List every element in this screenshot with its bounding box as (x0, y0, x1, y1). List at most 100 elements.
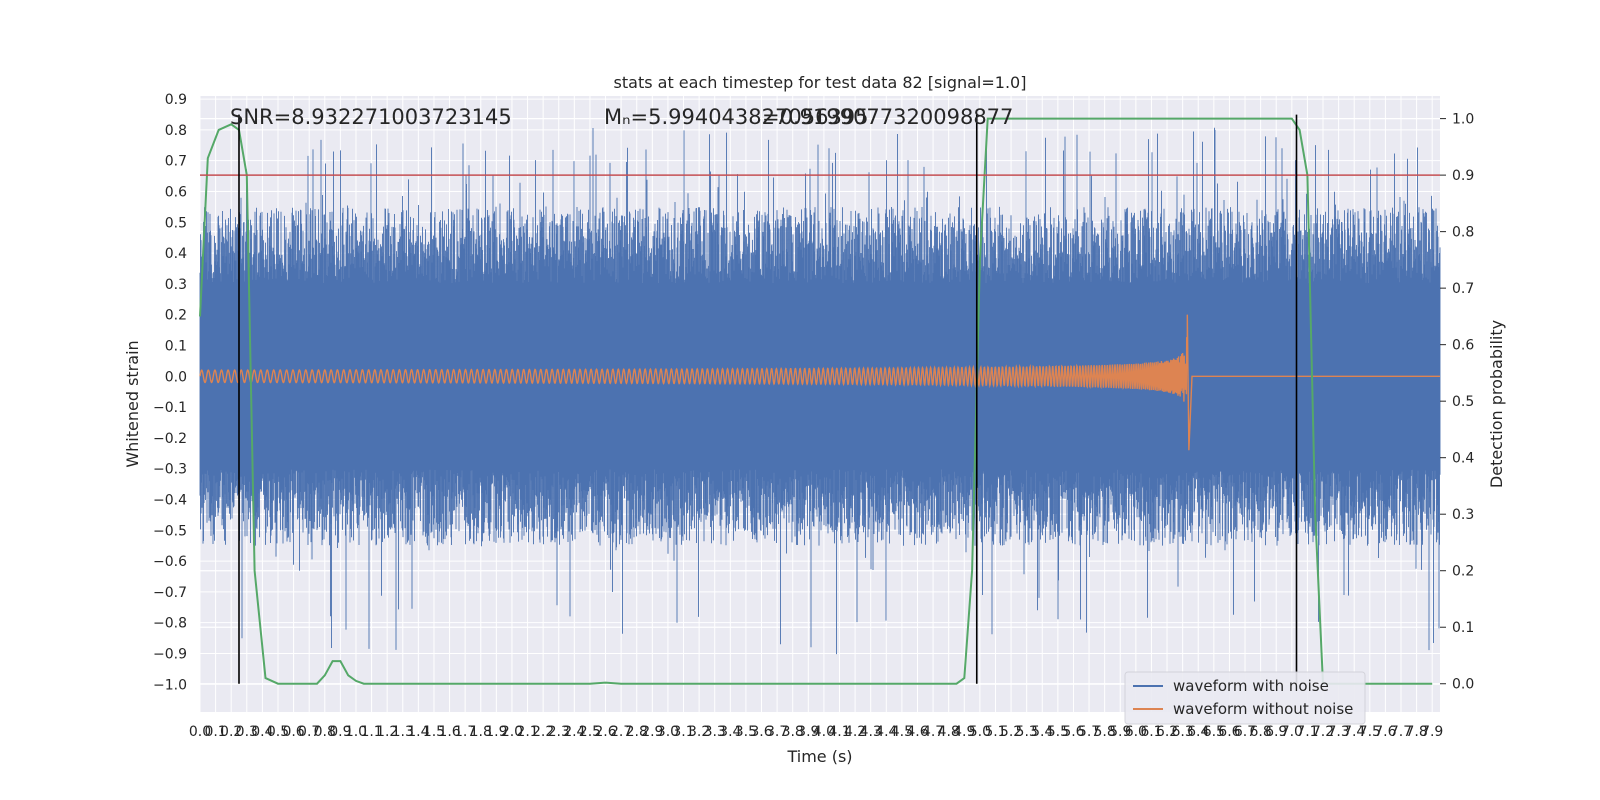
x-tick-label: 2.0 (501, 724, 523, 740)
x-tick-label: 5.0 (969, 724, 991, 740)
x-tick-label: 4.0 (813, 724, 835, 740)
chirp-mass-annotation: Mₙ=5.994043827056395 (604, 105, 869, 129)
x-tick-label: 7.7 (1390, 724, 1412, 740)
x-tick-label: 5.2 (1000, 724, 1022, 740)
x-tick-label: 2.4 (563, 724, 585, 740)
x-tick-label: 2.1 (516, 724, 538, 740)
clean-waveform (199, 314, 1440, 451)
x-tick-label: 6.5 (1203, 724, 1225, 740)
x-tick-label: 6.6 (1218, 724, 1240, 740)
x-tick-label: 7.6 (1374, 724, 1396, 740)
x-tick-label: 4.2 (844, 724, 866, 740)
y-tick-label: 0.4 (165, 246, 187, 262)
y-tick-label: 0.0 (165, 369, 187, 385)
x-tick-label: 5.6 (1062, 724, 1084, 740)
y2-tick-label: 0.0 (1452, 677, 1474, 693)
x-tick-label: 6.9 (1265, 724, 1287, 740)
x-tick-label: 2.5 (579, 724, 601, 740)
y2-tick-label: 0.1 (1452, 620, 1474, 636)
y-tick-label: −0.9 (153, 646, 187, 662)
y-tick-label: −0.7 (153, 585, 187, 601)
detection-probability (199, 117, 1433, 685)
x-tick-label: 6.7 (1234, 724, 1256, 740)
x-tick-label: 0.9 (329, 724, 351, 740)
y-tick-label: 0.1 (165, 338, 187, 354)
x-tick-label: 6.3 (1172, 724, 1194, 740)
x-tick-label: 3.3 (704, 724, 726, 740)
y-tick-label: −0.1 (153, 400, 187, 416)
x-tick-label: 1.2 (376, 724, 398, 740)
y2-tick-label: 0.8 (1452, 225, 1474, 241)
y2-tick-label: 0.4 (1452, 451, 1474, 467)
x-tick-label: 3.5 (735, 724, 757, 740)
legend-label-noise: waveform with noise (1173, 677, 1329, 695)
x-tick-label: 1.5 (423, 724, 445, 740)
y-tick-label: −0.2 (153, 431, 187, 447)
x-tick-label: 2.6 (594, 724, 616, 740)
y-tick-label: 0.2 (165, 308, 187, 324)
clean-waveform-trace (199, 314, 1440, 451)
y2-tick-label: 0.2 (1452, 564, 1474, 580)
x-tick-label: 3.1 (672, 724, 694, 740)
x-tick-label: 2.3 (548, 724, 570, 740)
x-tick-label: 7.1 (1296, 724, 1318, 740)
x-tick-label: 1.8 (470, 724, 492, 740)
y2-tick-label: 0.3 (1452, 507, 1474, 523)
x-tick-label: 7.5 (1359, 724, 1381, 740)
x-tick-label: 1.1 (360, 724, 382, 740)
y-tick-label: −0.3 (153, 462, 187, 478)
y-tick-label: −0.6 (153, 554, 187, 570)
x-tick-label: 2.2 (532, 724, 554, 740)
x-tick-label: 0.0 (189, 724, 211, 740)
x-tick-label: 1.6 (438, 724, 460, 740)
x-tick-label: 3.7 (766, 724, 788, 740)
x-tick-label: 0.3 (236, 724, 258, 740)
y2-tick-label: 0.9 (1452, 168, 1474, 184)
overlap-annotation: =0.9199077320098877 (762, 105, 1013, 129)
x-tick-label: 1.7 (454, 724, 476, 740)
x-tick-label: 4.3 (860, 724, 882, 740)
x-axis-label: Time (s) (786, 747, 852, 766)
x-tick-label: 4.9 (953, 724, 975, 740)
x-tick-label: 1.9 (485, 724, 507, 740)
y-tick-label: 0.8 (165, 123, 187, 139)
probability-trace (199, 117, 1433, 685)
snr-annotation: SNR=8.932271003723145 (230, 105, 512, 129)
legend: waveform with noise waveform without noi… (1124, 671, 1366, 725)
x-tick-label: 6.8 (1249, 724, 1271, 740)
x-tick-label: 4.1 (828, 724, 850, 740)
x-tick-label: 5.9 (1109, 724, 1131, 740)
x-tick-label: 3.6 (750, 724, 772, 740)
y-tick-label: −1.0 (153, 677, 187, 693)
x-tick-label: 5.3 (1016, 724, 1038, 740)
y-tick-label: −0.4 (153, 492, 187, 508)
y-axis-label: Whitened strain (123, 340, 142, 467)
x-tick-label: 6.0 (1125, 724, 1147, 740)
x-tick-label: 0.7 (298, 724, 320, 740)
x-tick-label: 7.0 (1281, 724, 1303, 740)
x-tick-label: 7.9 (1421, 724, 1443, 740)
x-tick-label: 5.4 (1031, 724, 1053, 740)
x-tick-label: 0.2 (220, 724, 242, 740)
y-ticks: 0.9 0.8 0.7 0.6 0.5 0.4 0.3 0.2 0.1 0.0 −0.1 −0.2 −0… (153, 92, 187, 693)
x-tick-label: 7.4 (1343, 724, 1365, 740)
x-tick-label: 3.9 (797, 724, 819, 740)
y-tick-label: 0.6 (165, 184, 187, 200)
x-tick-label: 5.7 (1078, 724, 1100, 740)
x-tick-label: 6.1 (1140, 724, 1162, 740)
x-tick-label: 3.4 (719, 724, 741, 740)
y2-axis-label: Detection probability (1487, 320, 1506, 488)
x-ticks: 0.00.10.20.30.40.50.60.70.80.91.01.11.21… (189, 724, 1443, 740)
legend-label-clean: waveform without noise (1173, 700, 1353, 718)
x-tick-label: 6.2 (1156, 724, 1178, 740)
y-tick-label: 0.3 (165, 277, 187, 293)
x-tick-label: 7.8 (1405, 724, 1427, 740)
x-tick-label: 1.4 (407, 724, 429, 740)
x-tick-label: 1.0 (345, 724, 367, 740)
x-tick-label: 4.5 (891, 724, 913, 740)
x-tick-label: 4.6 (906, 724, 928, 740)
y2-tick-label: 0.7 (1452, 281, 1474, 297)
y2-tick-label: 1.0 (1452, 112, 1474, 128)
y-tick-label: −0.5 (153, 523, 187, 539)
x-tick-label: 0.6 (282, 724, 304, 740)
